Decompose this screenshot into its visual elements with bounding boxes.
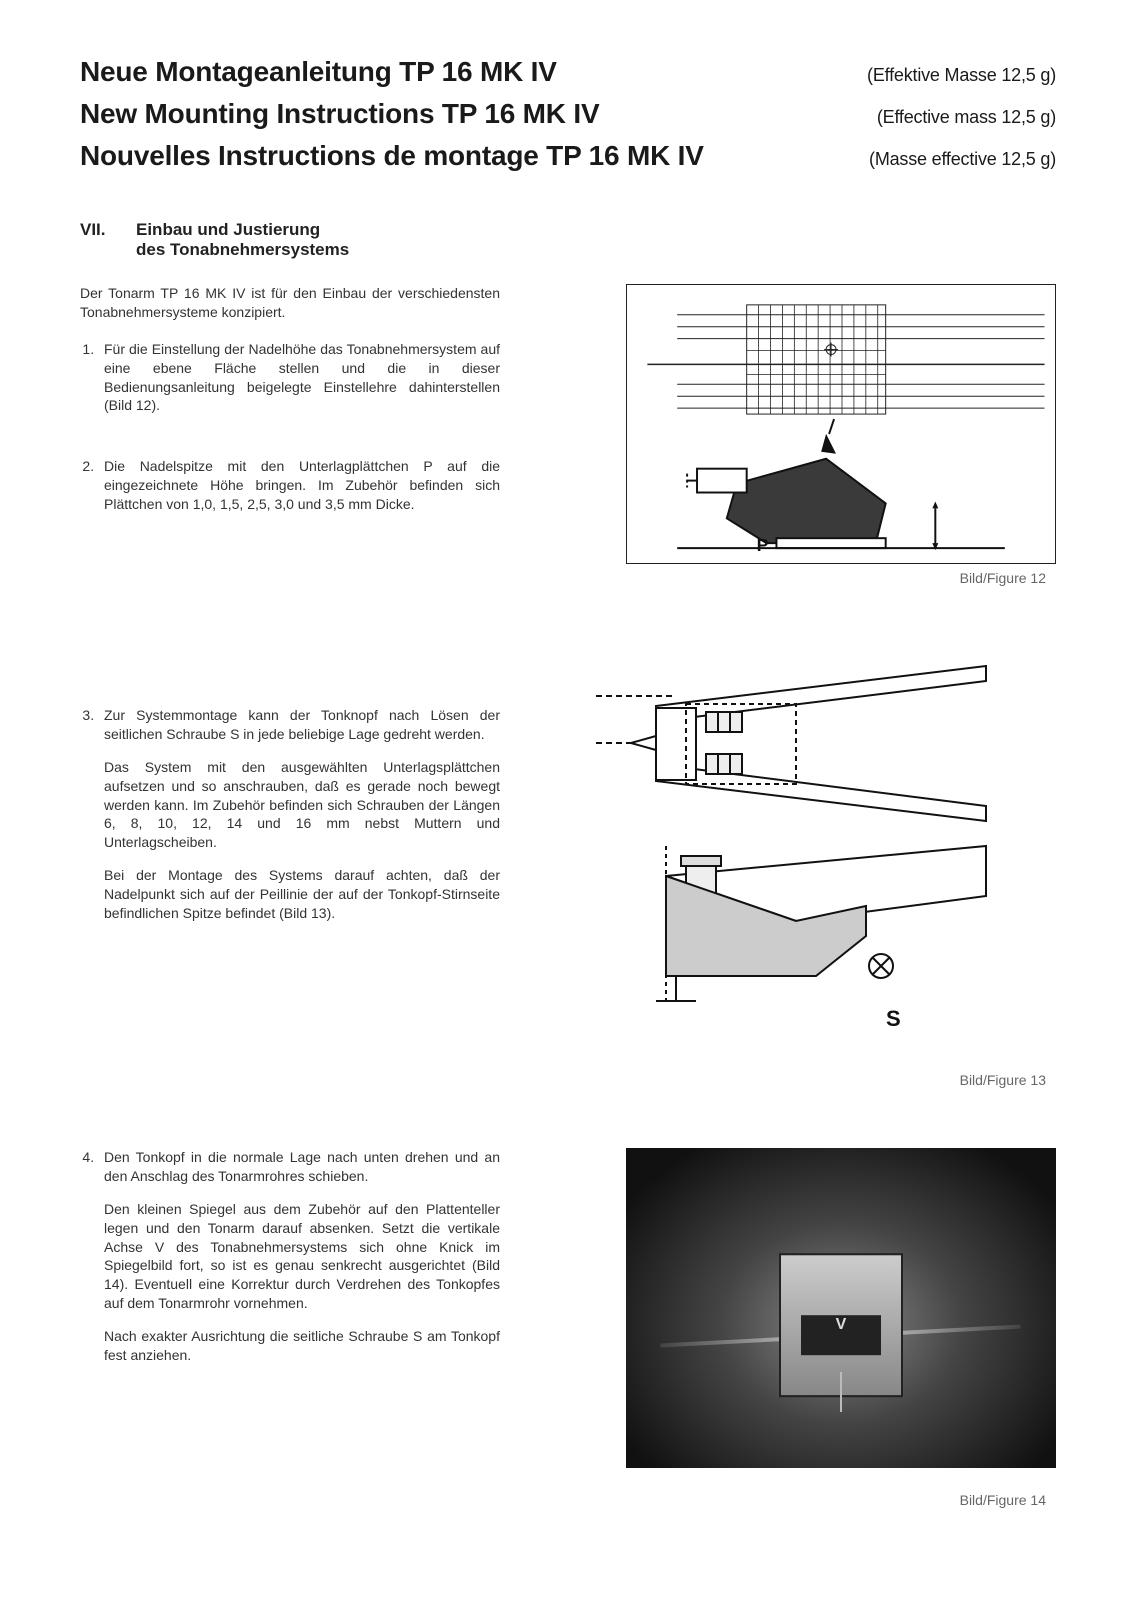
step-2: Die Nadelspitze mit den Unterlagplättche…: [98, 457, 500, 514]
steps-list-2: Zur Systemmontage kann der Tonknopf nach…: [80, 706, 500, 923]
step-3-p2: Das System mit den ausgewählten Unterlag…: [104, 758, 500, 852]
text-col-3: Den Tonkopf in die normale Lage nach unt…: [80, 1148, 500, 1508]
text-col-1: Der Tonarm TP 16 MK IV ist für den Einba…: [80, 284, 500, 586]
section-title: Einbau und Justierung des Tonabnehmersys…: [136, 220, 349, 260]
step-1: Für die Einstellung der Nadelhöhe das To…: [98, 340, 500, 416]
note-de: (Effektive Masse 12,5 g): [867, 65, 1056, 86]
step-4-p3: Nach exakter Ausrichtung die seitliche S…: [104, 1327, 500, 1365]
intro-paragraph: Der Tonarm TP 16 MK IV ist für den Einba…: [80, 284, 500, 322]
step-3-p1: Zur Systemmontage kann der Tonknopf nach…: [104, 706, 500, 744]
figure-13-svg: S: [536, 646, 996, 1066]
block-1: Der Tonarm TP 16 MK IV ist für den Einba…: [80, 284, 1056, 586]
step-4-p1: Den Tonkopf in die normale Lage nach unt…: [104, 1148, 500, 1186]
header-row-en: New Mounting Instructions TP 16 MK IV (E…: [80, 98, 1056, 130]
photo-stylus: [840, 1372, 842, 1412]
figure-14-photo: [626, 1148, 1056, 1468]
title-en: New Mounting Instructions TP 16 MK IV: [80, 98, 599, 130]
title-de: Neue Montageanleitung TP 16 MK IV: [80, 56, 557, 88]
step-4-p2: Den kleinen Spiegel aus dem Zubehör auf …: [104, 1200, 500, 1313]
figure-14-caption: Bild/Figure 14: [536, 1492, 1056, 1508]
note-en: (Effective mass 12,5 g): [877, 107, 1056, 128]
figure-12-svg: P: [627, 285, 1055, 563]
section-title-line1: Einbau und Justierung: [136, 220, 320, 239]
step-1-text: Für die Einstellung der Nadelhöhe das To…: [104, 340, 500, 416]
figure-12: P: [626, 284, 1056, 564]
section-title-line2: des Tonabnehmersystems: [136, 240, 349, 259]
step-2-text: Die Nadelspitze mit den Unterlagplättche…: [104, 457, 500, 514]
header-row-fr: Nouvelles Instructions de montage TP 16 …: [80, 140, 1056, 172]
header-row-de: Neue Montageanleitung TP 16 MK IV (Effek…: [80, 56, 1056, 88]
figure-12-label-p: P: [757, 535, 769, 555]
roman-numeral: VII.: [80, 220, 120, 260]
figure-12-col: P Bild/Figure 12: [536, 284, 1056, 586]
title-fr: Nouvelles Instructions de montage TP 16 …: [80, 140, 704, 172]
steps-list-3: Den Tonkopf in die normale Lage nach unt…: [80, 1148, 500, 1365]
steps-list-1: Für die Einstellung der Nadelhöhe das To…: [80, 340, 500, 514]
figure-13-caption: Bild/Figure 13: [536, 1072, 1056, 1088]
text-col-2: Zur Systemmontage kann der Tonknopf nach…: [80, 646, 500, 1088]
section-heading: VII. Einbau und Justierung des Tonabnehm…: [80, 220, 1056, 260]
figure-13-label-s: S: [886, 1006, 901, 1031]
page: Neue Montageanleitung TP 16 MK IV (Effek…: [0, 0, 1136, 1601]
step-4: Den Tonkopf in die normale Lage nach unt…: [98, 1148, 500, 1365]
figure-14-col: Bild/Figure 14: [536, 1148, 1056, 1508]
figure-13-col: S Bild/Figure 13: [536, 646, 1056, 1088]
block-2: Zur Systemmontage kann der Tonknopf nach…: [80, 646, 1056, 1088]
block-3: Den Tonkopf in die normale Lage nach unt…: [80, 1148, 1056, 1508]
step-3-p3: Bei der Montage des Systems darauf achte…: [104, 866, 500, 923]
note-fr: (Masse effective 12,5 g): [869, 149, 1056, 170]
step-3: Zur Systemmontage kann der Tonknopf nach…: [98, 706, 500, 923]
figure-12-caption: Bild/Figure 12: [536, 570, 1056, 586]
